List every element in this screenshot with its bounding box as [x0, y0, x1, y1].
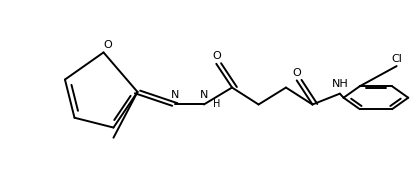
Text: H: H	[213, 99, 220, 109]
Text: O: O	[212, 51, 220, 61]
Text: N: N	[171, 90, 179, 100]
Text: N: N	[200, 90, 208, 100]
Text: Cl: Cl	[391, 54, 402, 64]
Text: NH: NH	[332, 79, 348, 89]
Text: O: O	[292, 68, 301, 78]
Text: O: O	[103, 40, 112, 50]
